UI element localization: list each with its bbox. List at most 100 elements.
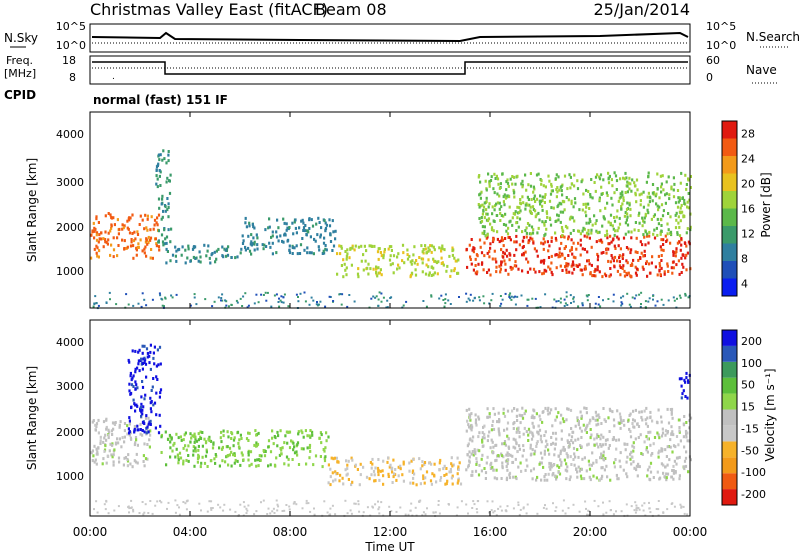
data-cell bbox=[496, 192, 499, 196]
data-cell bbox=[483, 254, 486, 258]
data-cell bbox=[475, 463, 478, 466]
data-cell bbox=[498, 420, 501, 424]
data-cell bbox=[509, 453, 512, 457]
data-cell bbox=[670, 475, 673, 479]
data-cell bbox=[641, 224, 644, 228]
data-cell bbox=[500, 477, 503, 480]
data-cell bbox=[521, 230, 524, 234]
data-cell bbox=[134, 436, 138, 439]
data-cell bbox=[641, 216, 644, 220]
data-cell bbox=[529, 430, 532, 434]
data-cell bbox=[659, 231, 662, 235]
data-cell bbox=[594, 222, 597, 226]
data-cell bbox=[346, 467, 349, 471]
data-cell bbox=[116, 218, 119, 222]
data-cell bbox=[630, 248, 633, 252]
data-cell bbox=[134, 367, 137, 371]
data-cell bbox=[311, 224, 315, 228]
data-cell bbox=[621, 267, 624, 270]
data-cell bbox=[456, 481, 459, 485]
data-cell bbox=[567, 237, 570, 241]
colorbar-segment bbox=[722, 191, 737, 209]
data-cell bbox=[256, 243, 259, 247]
scatter-cell bbox=[175, 293, 178, 296]
data-cell bbox=[632, 460, 635, 464]
data-cell bbox=[680, 271, 683, 274]
data-cell bbox=[672, 253, 675, 257]
data-cell bbox=[600, 452, 603, 456]
scatter-cell bbox=[295, 293, 298, 296]
data-cell bbox=[626, 442, 629, 446]
data-cell bbox=[624, 448, 627, 452]
scatter-cell bbox=[626, 292, 629, 295]
data-cell bbox=[572, 446, 576, 450]
data-cell bbox=[530, 225, 534, 229]
data-cell bbox=[298, 226, 301, 230]
data-cell bbox=[506, 453, 510, 457]
data-cell bbox=[499, 182, 502, 186]
data-cell bbox=[503, 193, 506, 197]
data-cell bbox=[619, 418, 623, 422]
data-cell bbox=[649, 196, 652, 200]
data-cell bbox=[212, 441, 215, 445]
data-cell bbox=[258, 454, 261, 458]
data-cell bbox=[136, 246, 139, 249]
data-cell bbox=[149, 236, 153, 240]
data-cell bbox=[544, 473, 547, 476]
data-cell bbox=[496, 177, 500, 181]
scatter-cell bbox=[520, 294, 523, 297]
data-cell bbox=[406, 257, 410, 261]
data-cell bbox=[490, 175, 493, 179]
data-cell bbox=[599, 173, 603, 177]
freq-tick-low: 8 bbox=[69, 71, 76, 84]
data-cell bbox=[391, 481, 394, 484]
data-cell bbox=[644, 418, 647, 422]
data-cell bbox=[660, 224, 663, 227]
data-cell bbox=[145, 375, 148, 379]
data-cell bbox=[487, 268, 490, 272]
data-cell bbox=[662, 463, 665, 467]
data-cell bbox=[332, 457, 335, 461]
scatter-cell bbox=[495, 514, 498, 517]
scatter-cell bbox=[586, 299, 589, 302]
scatter-cell bbox=[184, 502, 187, 505]
data-cell bbox=[600, 454, 603, 458]
data-cell bbox=[559, 220, 562, 224]
data-cell bbox=[474, 413, 477, 417]
data-cell bbox=[163, 242, 166, 246]
data-cell bbox=[95, 238, 99, 242]
data-cell bbox=[550, 184, 553, 188]
data-cell bbox=[635, 273, 638, 277]
data-cell bbox=[519, 201, 522, 205]
data-cell bbox=[189, 432, 192, 436]
data-cell bbox=[679, 219, 682, 223]
data-cell bbox=[534, 200, 537, 203]
data-cell bbox=[278, 453, 281, 457]
data-cell bbox=[637, 258, 640, 262]
data-cell bbox=[241, 242, 245, 245]
data-cell bbox=[387, 247, 390, 251]
data-cell bbox=[156, 185, 159, 189]
data-cell bbox=[579, 232, 582, 236]
data-cell bbox=[625, 271, 628, 275]
data-cell bbox=[635, 200, 638, 204]
scatter-cell bbox=[357, 500, 360, 503]
data-cell bbox=[681, 262, 684, 266]
data-cell bbox=[494, 459, 497, 463]
data-cell bbox=[412, 458, 415, 461]
data-cell bbox=[666, 232, 669, 236]
data-cell bbox=[584, 428, 587, 432]
data-cell bbox=[113, 223, 116, 227]
beam-label: Beam 08 bbox=[315, 0, 387, 19]
data-cell bbox=[646, 424, 649, 428]
data-cell bbox=[535, 445, 538, 448]
scatter-cell bbox=[362, 511, 365, 514]
data-cell bbox=[605, 247, 608, 251]
data-cell bbox=[473, 247, 476, 251]
data-cell bbox=[492, 445, 495, 449]
data-cell bbox=[565, 418, 568, 422]
data-cell bbox=[561, 193, 564, 197]
data-cell bbox=[566, 455, 569, 459]
data-cell bbox=[147, 416, 150, 420]
data-cell bbox=[565, 271, 568, 274]
